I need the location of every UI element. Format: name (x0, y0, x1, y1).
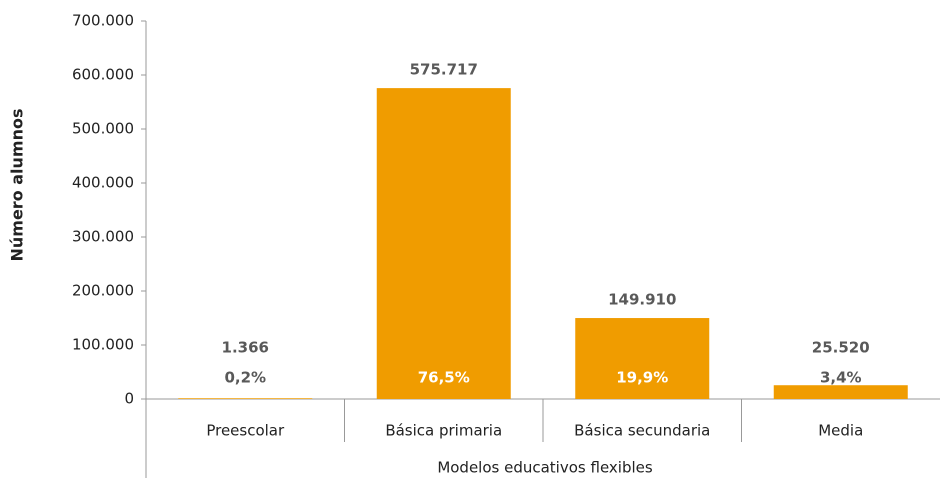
x-axis-title: Modelos educativos flexibles (437, 459, 653, 477)
share-label: 0,2% (224, 369, 266, 387)
y-tick-label: 300.000 (72, 228, 134, 246)
bar (773, 385, 908, 399)
value-label: 575.717 (410, 61, 478, 79)
y-axis-title: Número alumnos (8, 108, 27, 261)
x-tick-label: Media (818, 422, 863, 440)
y-tick-label: 200.000 (72, 282, 134, 300)
y-tick-label: 600.000 (72, 66, 134, 84)
y-tick-label: 400.000 (72, 174, 134, 192)
y-tick-label: 0 (124, 390, 134, 408)
value-label: 1.366 (222, 339, 269, 357)
bar (376, 88, 511, 399)
bar (575, 318, 710, 399)
y-tick-label: 100.000 (72, 336, 134, 354)
bar (178, 398, 313, 399)
value-label: 25.520 (812, 339, 870, 357)
y-tick-label: 500.000 (72, 120, 134, 138)
share-label: 3,4% (820, 369, 862, 387)
share-label: 76,5% (418, 369, 470, 387)
y-tick-label: 700.000 (72, 12, 134, 30)
share-label: 19,9% (616, 369, 668, 387)
value-label: 149.910 (608, 291, 676, 309)
x-tick-label: Preescolar (206, 422, 285, 440)
x-tick-label: Básica secundaria (574, 422, 710, 440)
x-tick-label: Básica primaria (385, 422, 502, 440)
